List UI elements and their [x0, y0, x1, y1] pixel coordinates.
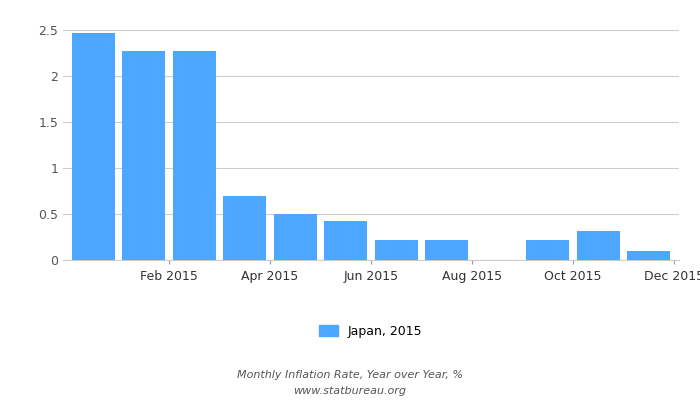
Bar [577, 230, 620, 260]
Bar [526, 240, 569, 260]
Bar [627, 251, 670, 260]
Text: www.statbureau.org: www.statbureau.org [293, 386, 407, 396]
Bar [72, 32, 115, 260]
Bar [223, 196, 266, 260]
Text: Monthly Inflation Rate, Year over Year, %: Monthly Inflation Rate, Year over Year, … [237, 370, 463, 380]
Bar [374, 240, 418, 260]
Bar [324, 221, 368, 260]
Legend: Japan, 2015: Japan, 2015 [314, 320, 428, 343]
Bar [173, 51, 216, 260]
Bar [274, 214, 316, 260]
Bar [426, 240, 468, 260]
Bar [122, 51, 165, 260]
